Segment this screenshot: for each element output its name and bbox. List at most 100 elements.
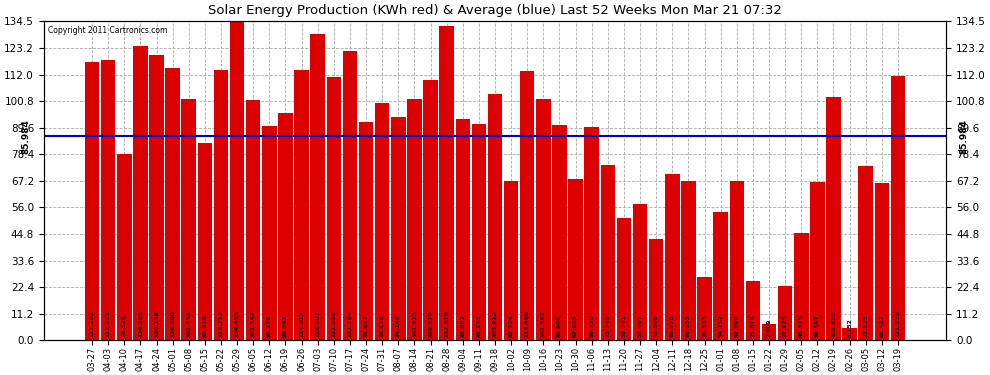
Text: 67.985: 67.985 (573, 314, 578, 337)
Text: 89.730: 89.730 (589, 314, 594, 337)
Bar (810, 182, 825, 340)
Bar (665, 174, 679, 340)
Bar (568, 179, 583, 340)
Text: 124.205: 124.205 (138, 310, 143, 337)
Bar (504, 180, 519, 340)
Bar (648, 239, 663, 340)
Text: 113.712: 113.712 (219, 310, 224, 337)
Text: 101.613: 101.613 (412, 310, 417, 337)
Bar (327, 76, 342, 340)
Bar (85, 62, 99, 340)
Text: 83.318: 83.318 (202, 314, 207, 337)
Text: 51.741: 51.741 (622, 314, 627, 337)
Text: 67.090: 67.090 (735, 314, 740, 337)
Bar (343, 51, 357, 340)
Bar (633, 204, 647, 340)
Bar (246, 100, 260, 340)
Bar (794, 232, 809, 340)
Bar (681, 182, 696, 340)
Text: 101.347: 101.347 (250, 310, 255, 337)
Bar (697, 278, 712, 340)
Bar (440, 26, 453, 341)
Bar (455, 119, 470, 340)
Text: 93.082: 93.082 (460, 314, 465, 337)
Text: 109.875: 109.875 (428, 310, 433, 337)
Bar (827, 97, 841, 340)
Text: 54.152: 54.152 (718, 314, 723, 337)
Text: 90.900: 90.900 (557, 315, 562, 337)
Bar (842, 328, 857, 340)
Text: 121.764: 121.764 (347, 310, 352, 337)
Bar (101, 60, 116, 340)
Text: 25.078: 25.078 (750, 314, 755, 337)
Bar (278, 113, 293, 340)
Text: 101.567: 101.567 (541, 310, 545, 337)
Bar (375, 103, 389, 340)
Bar (601, 165, 615, 340)
Text: 117.202: 117.202 (89, 310, 94, 337)
Text: 114.014: 114.014 (299, 310, 304, 337)
Text: 73.749: 73.749 (605, 314, 610, 337)
Text: 57.467: 57.467 (638, 314, 643, 337)
Text: 66.417: 66.417 (879, 314, 884, 337)
Text: 42.598: 42.598 (653, 314, 658, 337)
Text: Copyright 2011 Cartronics.com: Copyright 2011 Cartronics.com (49, 26, 167, 35)
Bar (117, 154, 132, 340)
Bar (874, 183, 889, 340)
Text: 128.907: 128.907 (315, 310, 320, 337)
Text: 99.876: 99.876 (380, 314, 385, 337)
Text: 132.615: 132.615 (445, 310, 449, 337)
Bar (584, 128, 599, 341)
Text: 114.600: 114.600 (170, 310, 175, 337)
Bar (471, 124, 486, 340)
Text: 73.525: 73.525 (863, 314, 868, 337)
Text: 91.255: 91.255 (476, 314, 481, 337)
Bar (730, 181, 744, 340)
Text: 66.933: 66.933 (686, 314, 691, 337)
Bar (198, 142, 212, 340)
Text: 91.897: 91.897 (363, 314, 368, 337)
Text: 90.239: 90.239 (267, 314, 272, 337)
Bar (745, 281, 760, 340)
Bar (149, 55, 163, 340)
Text: 111.096: 111.096 (332, 310, 337, 337)
Text: 26.533: 26.533 (702, 314, 707, 337)
Bar (214, 70, 229, 340)
Bar (761, 324, 776, 340)
Title: Solar Energy Production (KWh red) & Average (blue) Last 52 Weeks Mon Mar 21 07:3: Solar Energy Production (KWh red) & Aver… (208, 4, 782, 17)
Bar (858, 166, 873, 340)
Text: 102.692: 102.692 (831, 310, 836, 337)
Bar (714, 212, 728, 340)
Text: 103.912: 103.912 (492, 310, 498, 337)
Bar (617, 217, 632, 340)
Text: 5.152: 5.152 (847, 318, 852, 337)
Bar (407, 99, 422, 340)
Text: 134.453: 134.453 (235, 310, 240, 337)
Text: 101.551: 101.551 (186, 310, 191, 337)
Bar (552, 124, 566, 340)
Bar (520, 71, 535, 341)
Bar (294, 70, 309, 340)
Text: 45.375: 45.375 (799, 314, 804, 337)
Bar (230, 21, 245, 340)
Bar (262, 126, 276, 341)
Bar (391, 117, 406, 340)
Text: 85.984: 85.984 (959, 119, 969, 154)
Bar (358, 122, 373, 340)
Text: 117.921: 117.921 (106, 310, 111, 337)
Bar (488, 94, 502, 340)
Text: 95.841: 95.841 (283, 314, 288, 337)
Text: 7.009: 7.009 (766, 318, 771, 337)
Text: 67.324: 67.324 (509, 314, 514, 337)
Text: 78.526: 78.526 (122, 314, 127, 337)
Bar (778, 286, 792, 340)
Bar (165, 68, 180, 340)
Text: 94.146: 94.146 (396, 314, 401, 337)
Bar (424, 80, 438, 340)
Text: 111.330: 111.330 (896, 310, 901, 337)
Bar (537, 99, 550, 340)
Bar (133, 45, 148, 340)
Text: 113.460: 113.460 (525, 310, 530, 337)
Text: 85.984: 85.984 (21, 119, 31, 154)
Text: 120.139: 120.139 (154, 310, 159, 337)
